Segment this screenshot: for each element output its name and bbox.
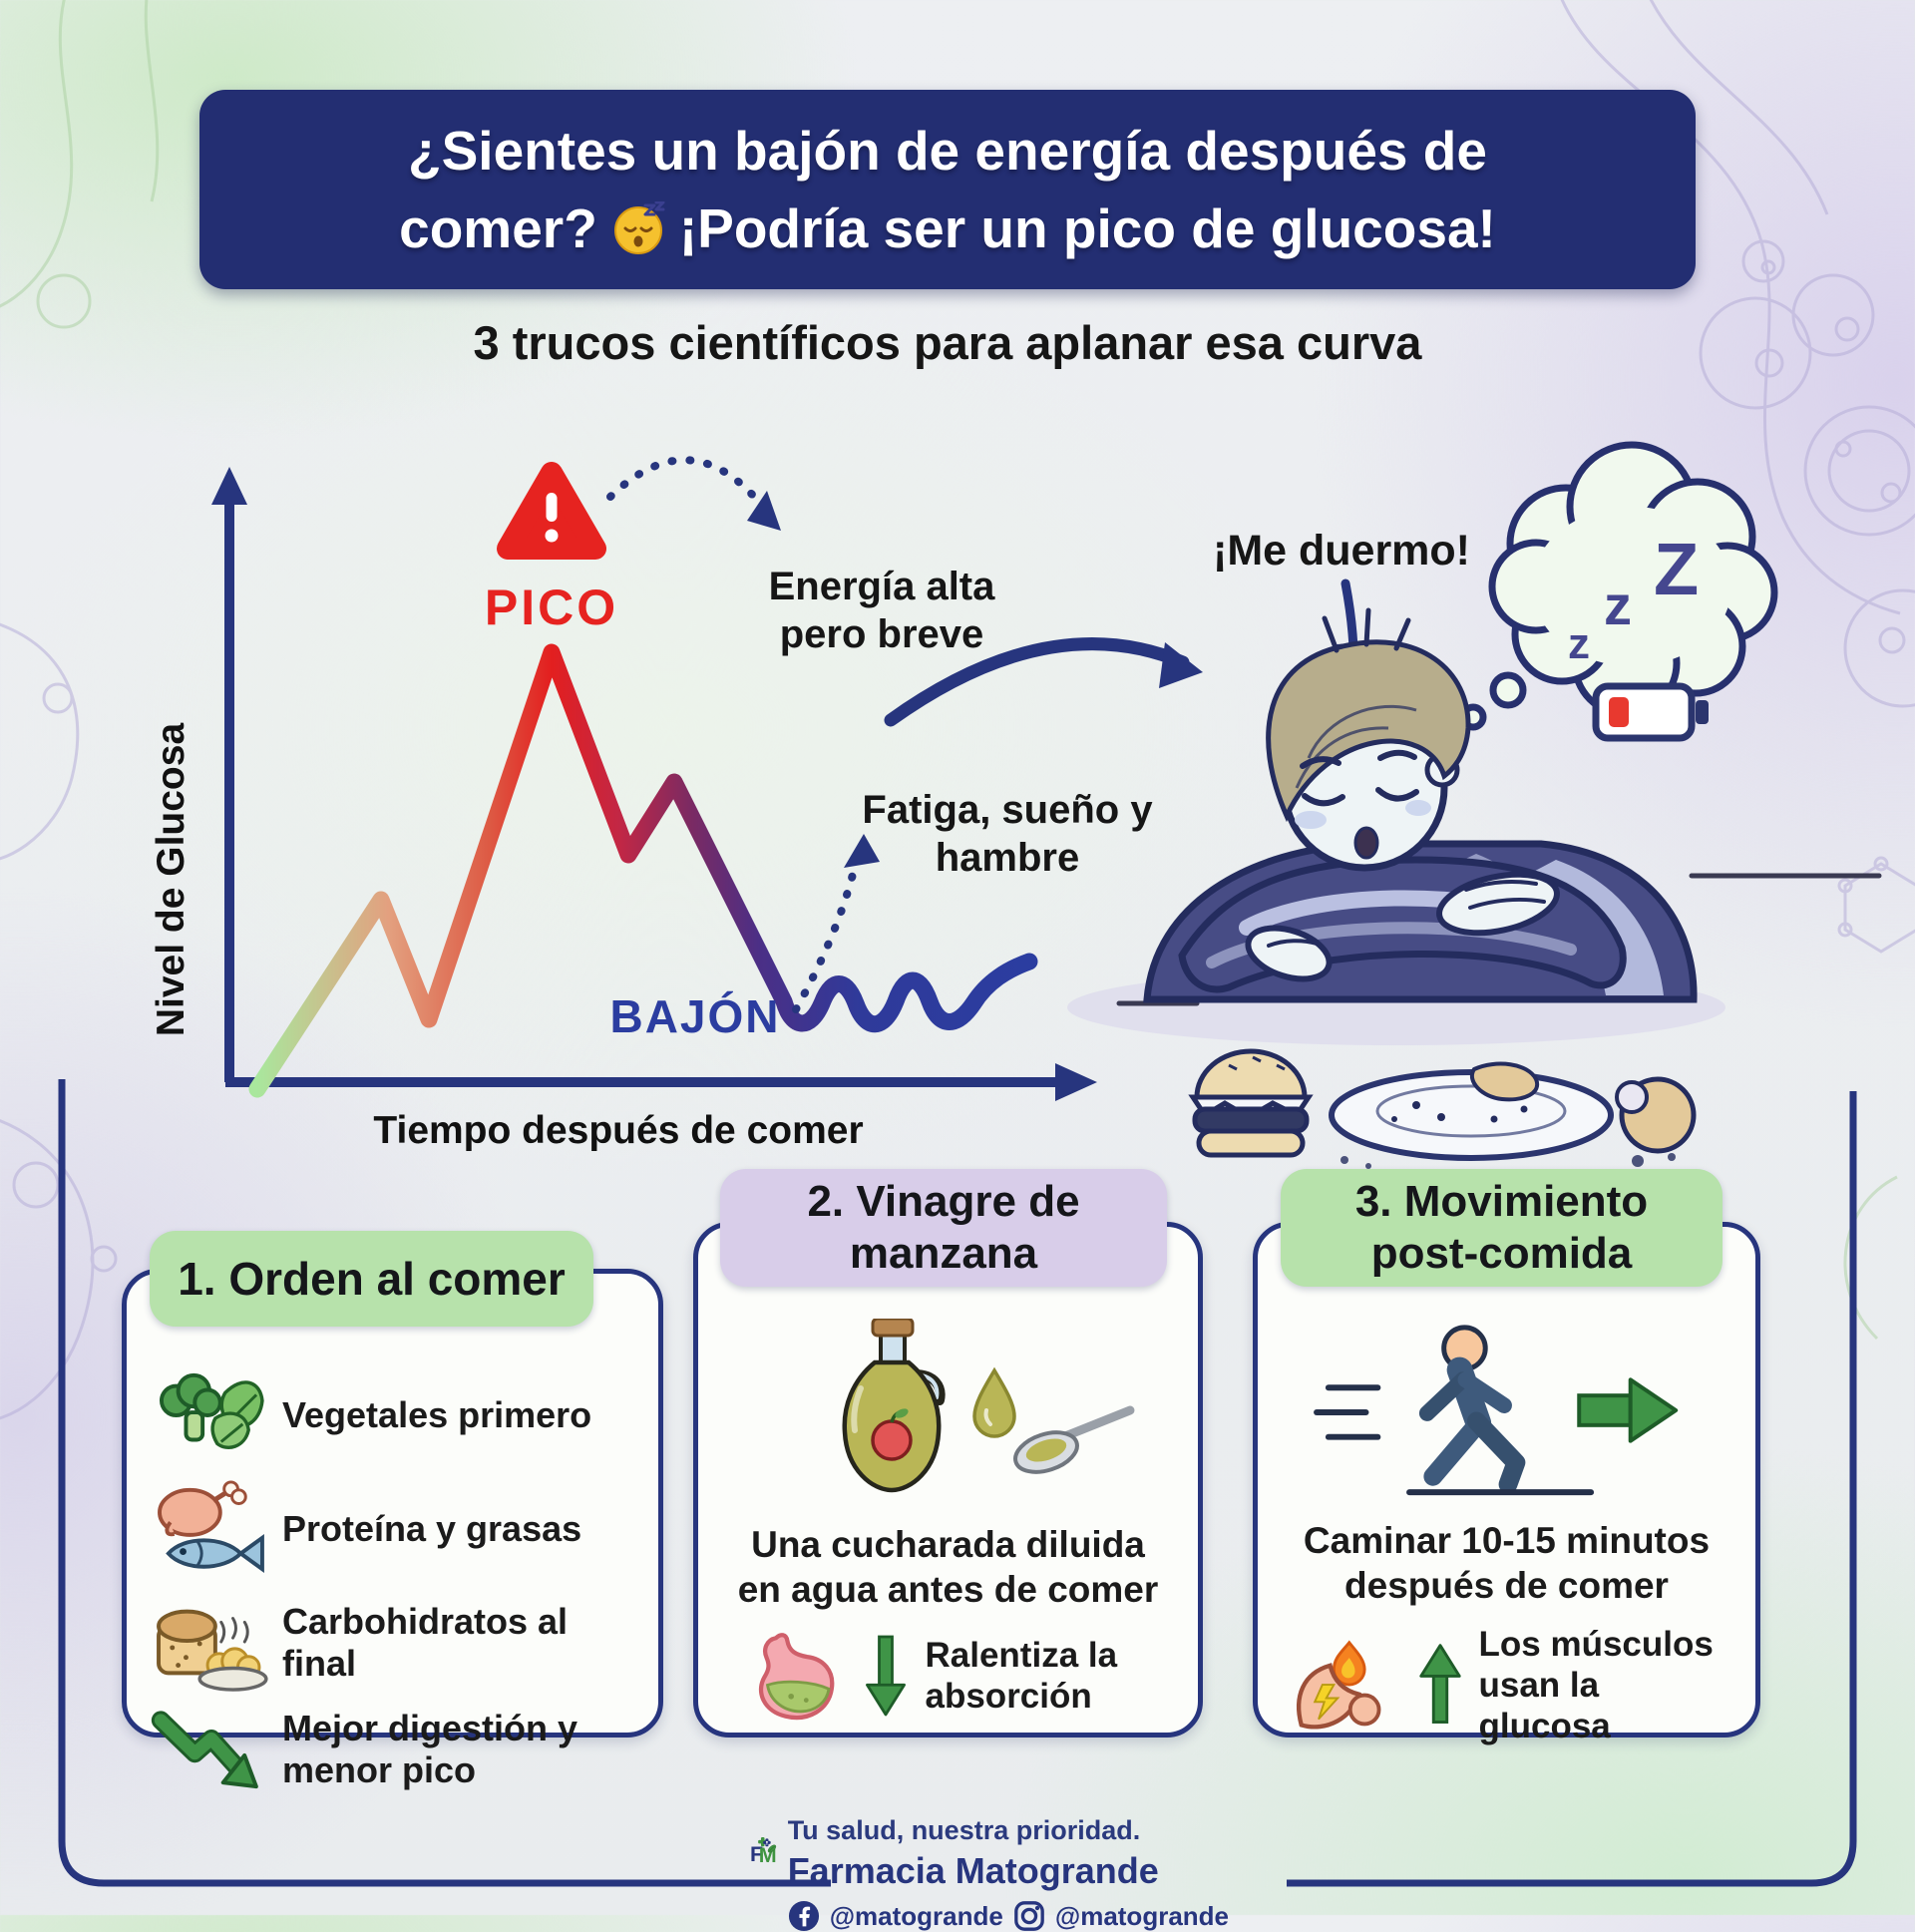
list-item-label: Proteína y grasas bbox=[282, 1508, 582, 1549]
card-title-vinagre: 2. Vinagre de manzana bbox=[720, 1169, 1167, 1287]
list-item-label: Vegetales primero bbox=[282, 1394, 592, 1435]
list-item: Carbohidratos al final bbox=[151, 1593, 642, 1693]
annotation-fatigue: Fatiga, sueño y hambre bbox=[862, 788, 1153, 880]
svg-text:z: z bbox=[1568, 619, 1590, 668]
vinegar-icon bbox=[842, 1319, 1134, 1493]
chart-axes bbox=[211, 467, 1097, 1101]
footer-tagline: Tu salud, nuestra prioridad. bbox=[787, 1815, 1141, 1845]
sleepy-face-emoji bbox=[613, 201, 665, 254]
card-movimiento: Caminar 10-15 minutos después de comer L… bbox=[1253, 1222, 1760, 1745]
facebook-handle: @matogrande bbox=[829, 1900, 1003, 1931]
plate-icon bbox=[1329, 1061, 1614, 1161]
glucose-curve bbox=[248, 643, 1038, 1098]
protein-icon bbox=[151, 1479, 268, 1579]
card-note: Los músculos usan la glucosa bbox=[1478, 1625, 1714, 1745]
card-description: Una cucharada diluida en agua antes de c… bbox=[737, 1524, 1159, 1610]
title-line2: comer? ¡Podría ser un pico de glucosa! bbox=[399, 197, 1496, 259]
bitten-roll-icon bbox=[1340, 1076, 1697, 1169]
footer: F M Tu salud, nuestra prioridad. Farmaci… bbox=[750, 1789, 1229, 1932]
sleeping-person-illustration bbox=[1067, 607, 1882, 1045]
list-item-label: Mejor digestión y menor pico bbox=[282, 1708, 578, 1790]
card-orden-al-comer: Vegetales primero Proteína y grasas bbox=[122, 1269, 663, 1790]
instagram-handle: @matogrande bbox=[1054, 1900, 1229, 1931]
trend-down-icon bbox=[151, 1707, 268, 1792]
background-decorations-green bbox=[0, 0, 1898, 1341]
outer-frame bbox=[58, 1079, 1857, 1887]
svg-text:F: F bbox=[750, 1842, 763, 1866]
annotation-energy: Energía alta pero breve bbox=[768, 565, 995, 656]
crash-label: BAJÓN bbox=[609, 990, 781, 1042]
stomach-icon bbox=[758, 1633, 834, 1721]
title-banner: ¿Sientes un bajón de energía después de … bbox=[199, 90, 1696, 289]
title-line1: ¿Sientes un bajón de energía después de bbox=[408, 120, 1487, 182]
low-battery-icon bbox=[1592, 682, 1709, 742]
card-note: Ralentiza la absorción bbox=[925, 1636, 1118, 1716]
card-title-orden: 1. Orden al comer bbox=[150, 1231, 593, 1327]
curved-arrow-person bbox=[884, 637, 1203, 727]
warning-icon bbox=[497, 462, 606, 560]
footer-name: Farmacia Matogrande bbox=[787, 1850, 1159, 1891]
y-axis-label: Nivel de Glucosa bbox=[150, 722, 192, 1037]
walking-icon bbox=[1313, 1325, 1678, 1496]
thought-bubble bbox=[1459, 441, 1778, 731]
burger-icon bbox=[1188, 1048, 1314, 1158]
list-item: Mejor digestión y menor pico bbox=[151, 1707, 642, 1792]
list-item: Vegetales primero bbox=[151, 1365, 642, 1465]
card-description: Caminar 10-15 minutos después de comer bbox=[1303, 1520, 1711, 1606]
zzz-text: z z Z bbox=[1568, 528, 1699, 668]
svg-text:z: z bbox=[1604, 574, 1632, 636]
muscle-icon bbox=[1296, 1639, 1380, 1729]
annotation-sleep: ¡Me duermo! bbox=[1213, 527, 1470, 575]
card-title-movimiento: 3. Movimiento post-comida bbox=[1281, 1169, 1723, 1287]
background-decorations bbox=[0, 0, 1915, 1420]
carbs-icon bbox=[151, 1593, 268, 1693]
peak-label: PICO bbox=[484, 580, 619, 635]
list-item: Proteína y grasas bbox=[151, 1479, 642, 1579]
arrow-down-icon bbox=[865, 1635, 906, 1717]
dotted-arrow-energy bbox=[606, 456, 781, 531]
arrow-up-icon bbox=[1418, 1643, 1461, 1724]
vegetables-icon bbox=[151, 1365, 268, 1465]
list-item-label: Carbohidratos al final bbox=[282, 1601, 569, 1684]
svg-text:Z: Z bbox=[1654, 528, 1699, 610]
pharmacy-logo: F M bbox=[750, 1837, 777, 1867]
subtitle: 3 trucos científicos para aplanar esa cu… bbox=[473, 316, 1422, 369]
dotted-arrow-fatigue bbox=[792, 834, 880, 1013]
x-axis-label: Tiempo después de comer bbox=[373, 1109, 864, 1152]
instagram-icon bbox=[1014, 1901, 1044, 1931]
facebook-icon bbox=[788, 1900, 819, 1932]
card-vinagre-manzana: Una cucharada diluida en agua antes de c… bbox=[693, 1222, 1203, 1738]
